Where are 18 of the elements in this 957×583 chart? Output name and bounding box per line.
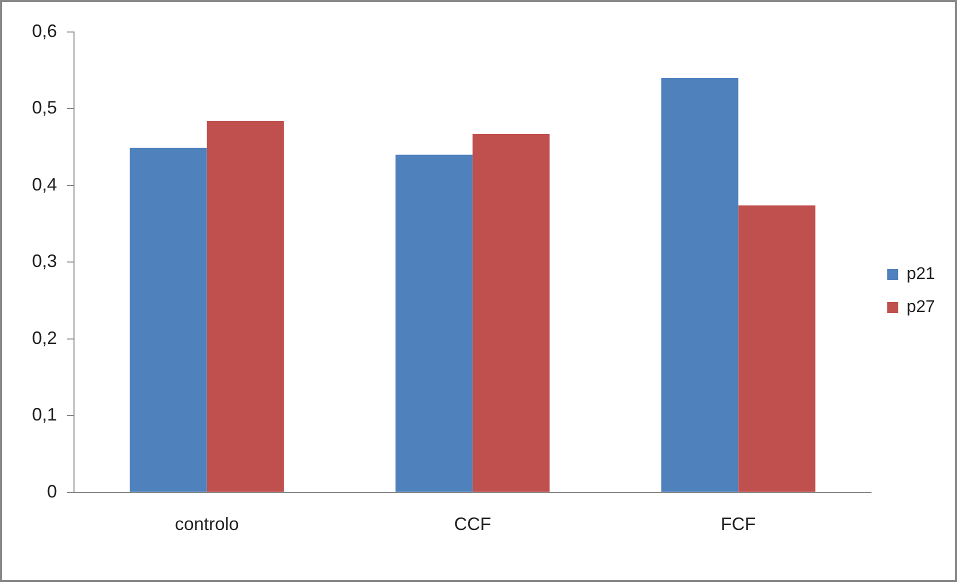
bar: [130, 148, 207, 492]
y-tick-label: 0,6: [32, 20, 58, 41]
legend-label: p27: [906, 297, 936, 316]
legend-label: p21: [906, 264, 936, 284]
y-tick-label: 0,2: [32, 328, 58, 348]
y-tick-label: 0,5: [32, 98, 58, 118]
x-tick-label: controlo: [174, 514, 239, 534]
bar: [661, 78, 738, 492]
y-tick-label: 0,4: [32, 174, 58, 194]
bar: [472, 134, 550, 492]
x-tick-label: FCF: [720, 514, 756, 534]
bar: [206, 121, 284, 492]
y-tick-label: 0,3: [32, 251, 58, 272]
x-tick-label: CCF: [454, 514, 492, 534]
y-tick-label: 0,1: [32, 404, 58, 425]
bar: [738, 205, 816, 492]
bar: [396, 154, 473, 492]
y-tick-label: 0: [47, 481, 58, 502]
